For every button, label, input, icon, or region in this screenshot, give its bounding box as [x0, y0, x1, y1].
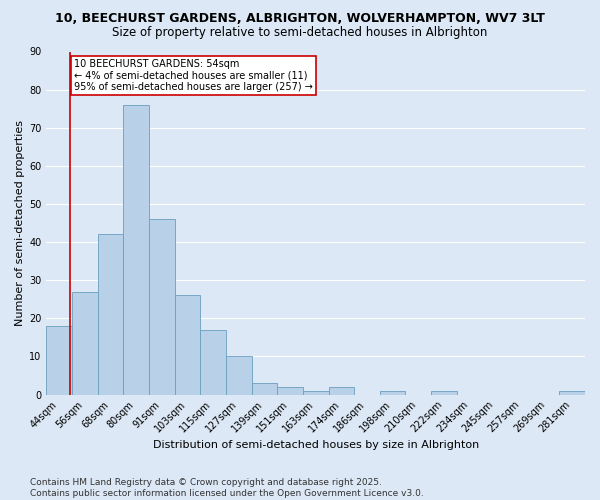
Bar — [329, 387, 354, 394]
Bar — [72, 292, 98, 395]
Bar — [200, 330, 226, 394]
Text: 10, BEECHURST GARDENS, ALBRIGHTON, WOLVERHAMPTON, WV7 3LT: 10, BEECHURST GARDENS, ALBRIGHTON, WOLVE… — [55, 12, 545, 26]
Bar — [431, 391, 457, 394]
Y-axis label: Number of semi-detached properties: Number of semi-detached properties — [15, 120, 25, 326]
Bar — [559, 391, 585, 394]
Bar — [303, 391, 329, 394]
Bar — [277, 387, 303, 394]
Bar — [251, 383, 277, 394]
Text: Size of property relative to semi-detached houses in Albrighton: Size of property relative to semi-detach… — [112, 26, 488, 39]
Text: Contains HM Land Registry data © Crown copyright and database right 2025.
Contai: Contains HM Land Registry data © Crown c… — [30, 478, 424, 498]
Bar — [380, 391, 406, 394]
Bar — [46, 326, 72, 394]
Bar — [226, 356, 251, 395]
Text: 10 BEECHURST GARDENS: 54sqm
← 4% of semi-detached houses are smaller (11)
95% of: 10 BEECHURST GARDENS: 54sqm ← 4% of semi… — [74, 59, 313, 92]
Bar — [175, 296, 200, 394]
X-axis label: Distribution of semi-detached houses by size in Albrighton: Distribution of semi-detached houses by … — [152, 440, 479, 450]
Bar — [98, 234, 124, 394]
Bar — [149, 219, 175, 394]
Bar — [124, 105, 149, 395]
